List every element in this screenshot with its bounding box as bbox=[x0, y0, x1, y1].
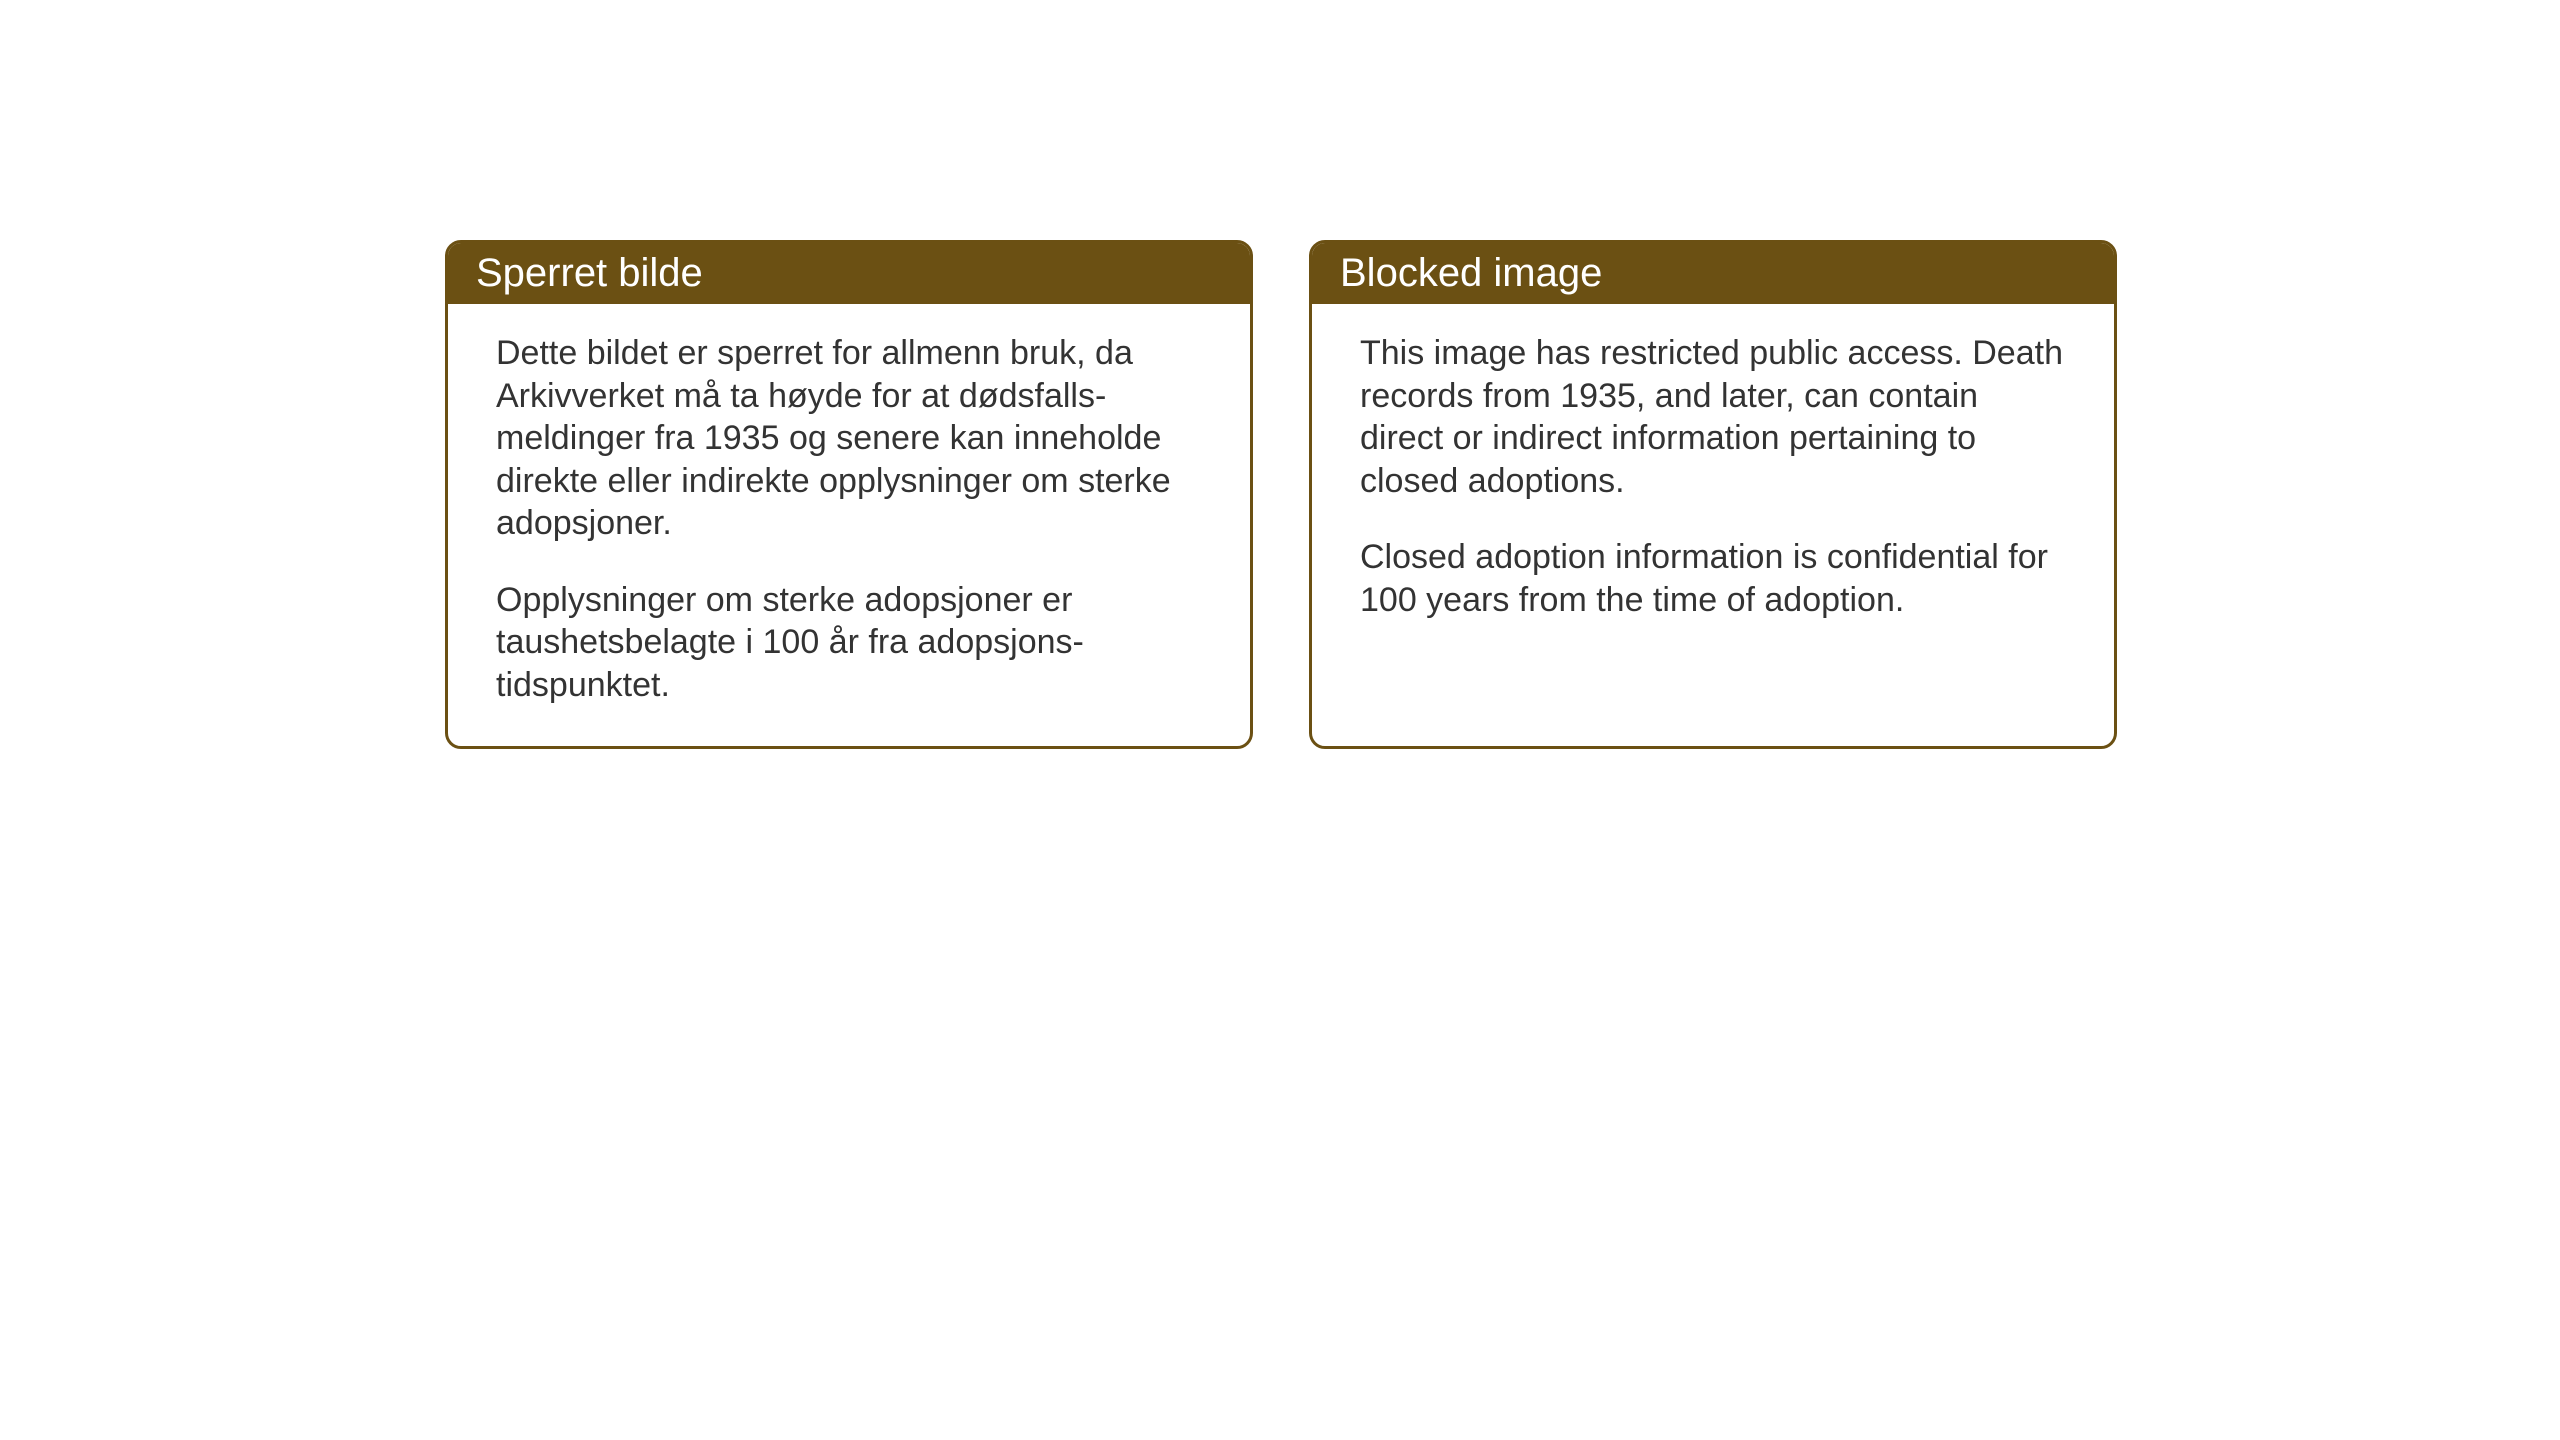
english-paragraph-2: Closed adoption information is confident… bbox=[1360, 536, 2066, 621]
norwegian-paragraph-2: Opplysninger om sterke adopsjoner er tau… bbox=[496, 579, 1202, 707]
norwegian-card-body: Dette bildet er sperret for allmenn bruk… bbox=[448, 304, 1250, 746]
norwegian-paragraph-1: Dette bildet er sperret for allmenn bruk… bbox=[496, 332, 1202, 545]
english-paragraph-1: This image has restricted public access.… bbox=[1360, 332, 2066, 502]
english-card-title: Blocked image bbox=[1312, 243, 2114, 304]
english-notice-card: Blocked image This image has restricted … bbox=[1309, 240, 2117, 749]
english-card-body: This image has restricted public access.… bbox=[1312, 304, 2114, 661]
norwegian-notice-card: Sperret bilde Dette bildet er sperret fo… bbox=[445, 240, 1253, 749]
notice-container: Sperret bilde Dette bildet er sperret fo… bbox=[445, 240, 2117, 749]
norwegian-card-title: Sperret bilde bbox=[448, 243, 1250, 304]
